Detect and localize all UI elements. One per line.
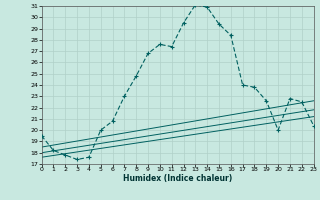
- X-axis label: Humidex (Indice chaleur): Humidex (Indice chaleur): [123, 174, 232, 183]
